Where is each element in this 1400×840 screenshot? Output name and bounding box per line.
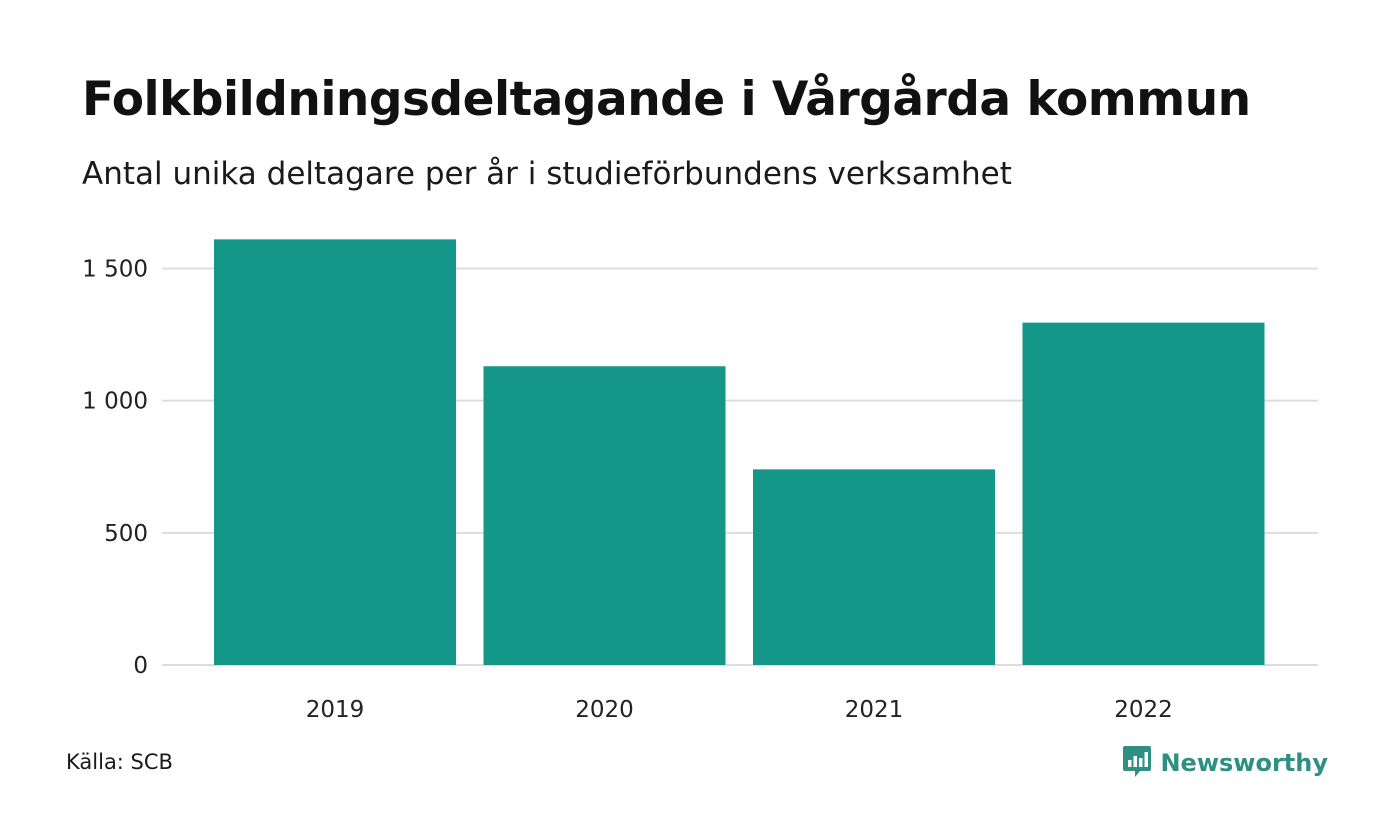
source-note: Källa: SCB <box>66 750 173 774</box>
y-tick-label: 1 000 <box>82 389 148 415</box>
chart-title: Folkbildningsdeltagande i Vårgårda kommu… <box>82 72 1251 127</box>
y-tick-label: 1 500 <box>82 256 148 282</box>
brand-name: Newsworthy <box>1160 749 1328 777</box>
y-axis-tick-labels: 0 500 1 000 1 500 <box>82 256 148 679</box>
bar-2021 <box>753 469 995 665</box>
bar-chart-speech-bubble-icon <box>1122 744 1152 782</box>
x-tick-label-2021: 2021 <box>845 697 904 723</box>
chart-subtitle: Antal unika deltagare per år i studieför… <box>82 156 1012 192</box>
bars <box>214 239 1265 665</box>
y-tick-label: 500 <box>104 521 148 547</box>
bar-chart: 0 500 1 000 1 500 2019 2020 2021 2022 <box>82 239 1318 723</box>
bar-2019 <box>214 239 456 665</box>
x-axis-category-labels: 2019 2020 2021 2022 <box>306 697 1173 723</box>
bar-2022 <box>1022 322 1265 665</box>
bar-2020 <box>483 366 726 665</box>
x-tick-label-2022: 2022 <box>1114 697 1173 723</box>
brand-logo: Newsworthy <box>1122 744 1328 782</box>
x-tick-label-2020: 2020 <box>575 697 634 723</box>
y-tick-label: 0 <box>133 653 148 679</box>
x-tick-label-2019: 2019 <box>306 697 365 723</box>
